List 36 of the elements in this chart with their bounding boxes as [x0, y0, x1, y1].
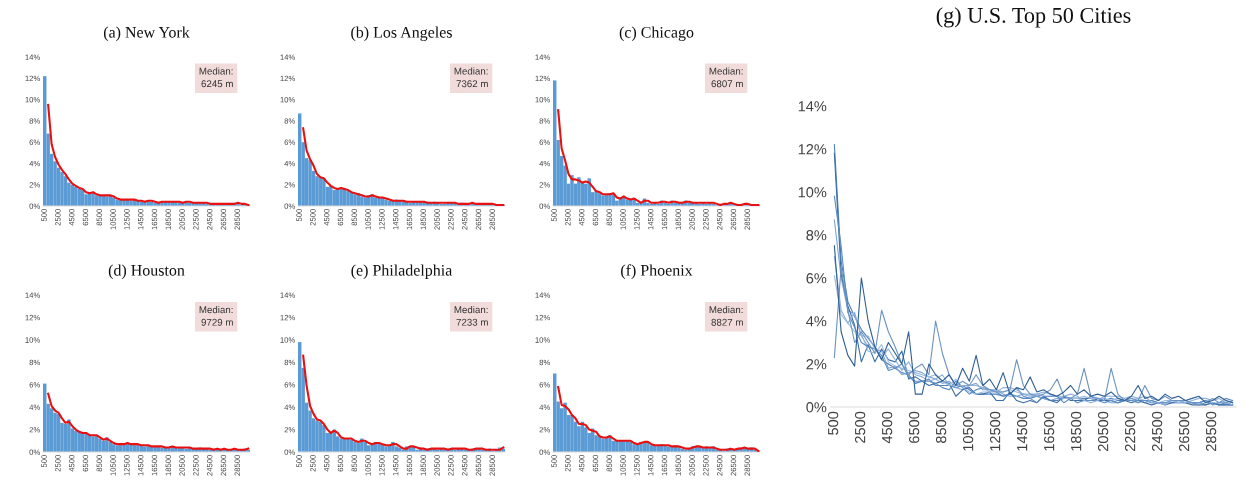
- x-tick-label: 10500: [962, 411, 974, 451]
- chart-title: (f) Phoenix: [621, 264, 693, 279]
- x-tick-label: 14500: [1016, 411, 1028, 451]
- annotation: Median: 6245 m: [199, 67, 233, 88]
- y-tick-label: 8%: [806, 230, 827, 241]
- y-tick-label: 0%: [806, 402, 827, 413]
- y-tick-label: 4%: [806, 316, 827, 327]
- annotation: Median: 9729 m: [199, 305, 233, 326]
- x-tick-label: 12500: [989, 411, 1001, 451]
- chart-title: (e) Philadelphia: [351, 264, 453, 279]
- annotation: Median: 8827 m: [709, 305, 743, 326]
- x-tick-label: 26500: [1178, 411, 1190, 451]
- chart-title: (c) Chicago: [619, 26, 694, 41]
- x-tick-label: 8500: [935, 411, 947, 443]
- x-tick-label: 4500: [881, 411, 893, 444]
- y-tick-label: 14%: [798, 101, 827, 112]
- x-tick-label: 24500: [1151, 411, 1163, 451]
- chart-title: (g) U.S. Top 50 Cities: [936, 7, 1131, 28]
- annotation: Median: 6807 m: [709, 67, 743, 88]
- x-tick-label: 20500: [1097, 411, 1109, 451]
- x-tick-label: 6500: [908, 411, 920, 443]
- y-tick-label: 2%: [806, 359, 827, 370]
- x-tick-label: 18500: [1070, 411, 1082, 451]
- x-tick-label: 500: [827, 411, 839, 435]
- x-tick-label: 2500: [854, 411, 866, 443]
- annotation: Median: 7233 m: [454, 305, 488, 326]
- annotation: Median: 7362 m: [454, 67, 488, 88]
- chart-title: (b) Los Angeles: [351, 26, 452, 41]
- chart-title: (a) New York: [103, 26, 190, 41]
- x-tick-label: 22500: [1124, 411, 1136, 451]
- x-tick-label: 16500: [1043, 411, 1055, 451]
- chart-title: (d) Houston: [108, 264, 185, 279]
- x-tick-label: 28500: [1205, 411, 1217, 451]
- y-tick-label: 12%: [798, 144, 827, 155]
- y-tick-label: 10%: [798, 187, 827, 198]
- y-tick-label: 6%: [806, 273, 827, 284]
